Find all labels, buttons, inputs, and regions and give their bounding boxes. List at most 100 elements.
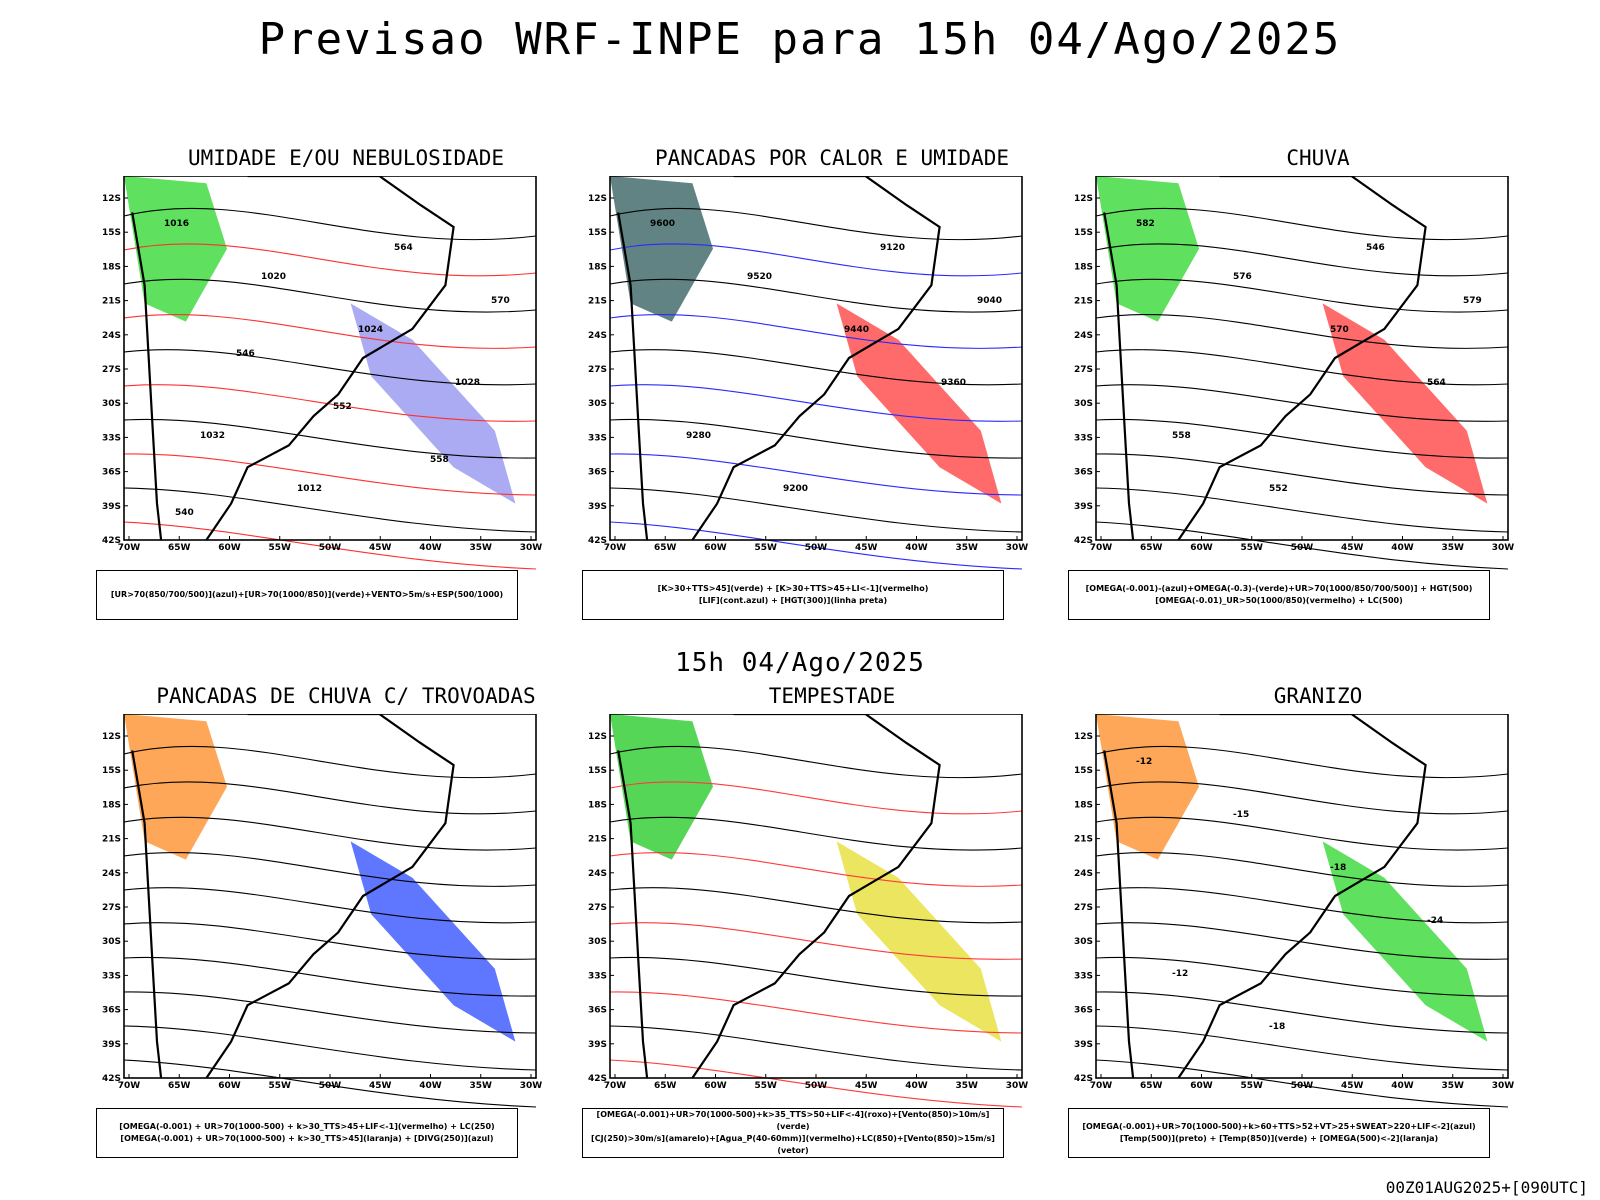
- field-shading: [610, 176, 1002, 504]
- contour-label: 1024: [358, 325, 383, 335]
- lat-label: 12S: [1074, 732, 1093, 742]
- panel-title: PANCADAS POR CALOR E UMIDADE: [654, 146, 1009, 170]
- contour-label: 552: [1269, 484, 1288, 494]
- contour-label: -18: [1330, 863, 1346, 873]
- contour-label: 564: [394, 243, 413, 253]
- field-region: [124, 714, 227, 860]
- coastline: [1177, 176, 1427, 541]
- isoline: [609, 349, 1023, 386]
- lon-label: 65W: [168, 543, 191, 553]
- isoline: [609, 851, 1023, 887]
- coastline: [205, 176, 455, 541]
- isoline: [1095, 745, 1509, 779]
- border-line: [131, 212, 163, 541]
- isoline: [1095, 349, 1509, 386]
- legend-line: [K>30+TTS>45](verde) + [K>30+TTS>45+LI<-…: [657, 584, 929, 593]
- lon-label: 40W: [419, 1081, 442, 1091]
- lon-label: 65W: [654, 543, 677, 553]
- isoline: [123, 384, 537, 422]
- field-region: [836, 841, 1002, 1042]
- lat-label: 12S: [588, 732, 607, 742]
- isoline: [609, 521, 1023, 570]
- lon-label: 40W: [419, 543, 442, 553]
- panel-trovoadas: PANCADAS DE CHUVA C/ TROVOADAS 12S 15S 18S…: [96, 684, 596, 1164]
- contour-label: 1020: [261, 272, 286, 282]
- lat-label: 33S: [102, 433, 121, 443]
- isoline: [609, 487, 1023, 533]
- lon-label: 50W: [319, 543, 342, 553]
- map-umidade: 1016 1020 1024 1028 1032 1012 564 570 546 552 558 5…: [102, 176, 542, 570]
- isoline: [1095, 851, 1509, 887]
- contour-label: 9440: [844, 325, 869, 335]
- contour-label: 540: [175, 508, 194, 518]
- contour-label: 570: [1330, 325, 1349, 335]
- lon-label: 55W: [755, 543, 778, 553]
- isoline: [123, 313, 537, 349]
- isoline: [609, 781, 1023, 815]
- lon-label: 60W: [704, 543, 727, 553]
- contour-label: 9120: [880, 243, 905, 253]
- isoline: [123, 956, 537, 997]
- lat-label: 39S: [102, 1040, 121, 1050]
- lat-label: 15S: [588, 766, 607, 776]
- lat-label: 15S: [102, 228, 121, 238]
- isoline: [1095, 487, 1509, 533]
- isoline: [1095, 816, 1509, 851]
- field-region: [1322, 841, 1488, 1042]
- lat-label: 21S: [588, 297, 607, 307]
- legend-box: [OMEGA(-0.001)+UR>70(1000-500)+k>35_TTS>…: [582, 1108, 1004, 1158]
- legend-line: [UR>70(850/700/500)](azul)+[UR>70(1000/8…: [110, 590, 504, 599]
- isolines: 9600 9520 9440 9360 9280 9200 9120 9040: [609, 207, 1023, 570]
- border-line: [131, 750, 163, 1079]
- lat-label: 27S: [102, 365, 121, 375]
- lat-label: 27S: [1074, 903, 1093, 913]
- isoline: [1095, 1059, 1509, 1108]
- lon-label: 60W: [218, 543, 241, 553]
- isoline: [123, 816, 537, 851]
- lon-label: 30W: [1006, 1081, 1029, 1091]
- mid-date: 15h 04/Ago/2025: [675, 648, 925, 678]
- coastline: [205, 714, 455, 1079]
- lon-label: 65W: [1140, 543, 1163, 553]
- lat-label: 24S: [102, 869, 121, 879]
- lat-label: 39S: [588, 1040, 607, 1050]
- isoline: [123, 1059, 537, 1108]
- lat-label: 15S: [1074, 228, 1093, 238]
- lon-label: 50W: [805, 1081, 828, 1091]
- lat-label: 21S: [102, 835, 121, 845]
- lon-label: 60W: [1190, 543, 1213, 553]
- isoline: [609, 453, 1023, 496]
- map-plot: [123, 714, 537, 1108]
- lat-label: 30S: [588, 937, 607, 947]
- lat-label: 33S: [588, 971, 607, 981]
- lon-label: 50W: [805, 543, 828, 553]
- contour-label: 576: [1233, 272, 1252, 282]
- lat-label: 27S: [102, 903, 121, 913]
- lon-label: 70W: [1090, 1081, 1113, 1091]
- contour-label: 570: [491, 296, 510, 306]
- legend-box: [UR>70(850/700/500)](azul)+[UR>70(1000/8…: [96, 570, 518, 620]
- lat-label: 42S: [588, 536, 607, 546]
- field-shading: [124, 176, 516, 504]
- isoline: [123, 887, 537, 924]
- lat-label: 33S: [1074, 433, 1093, 443]
- contour-label: 1012: [297, 484, 322, 494]
- isoline: [1095, 922, 1509, 960]
- isoline: [1095, 1025, 1509, 1071]
- isolines: -12 -15 -18 -24 -12 -18: [1095, 745, 1509, 1108]
- map-plot: -12 -15 -18 -24 -12 -18: [1095, 714, 1509, 1108]
- isoline: [1095, 991, 1509, 1034]
- isoline: [609, 745, 1023, 779]
- lon-label: 30W: [520, 1081, 543, 1091]
- lon-label: 45W: [369, 1081, 392, 1091]
- lat-label: 42S: [588, 1074, 607, 1084]
- lat-label: 18S: [588, 262, 607, 272]
- contour-label: 1016: [164, 219, 189, 229]
- field-region: [1096, 176, 1199, 322]
- isoline: [123, 745, 537, 779]
- lat-label: 30S: [1074, 937, 1093, 947]
- map-granizo: -12 -15 -18 -24 -12 -18 12S 15S 18S 21S 24S 27S 30S 3…: [1074, 714, 1514, 1108]
- isoline: [1095, 956, 1509, 997]
- lon-label: 50W: [1291, 1081, 1314, 1091]
- isoline: [609, 207, 1023, 241]
